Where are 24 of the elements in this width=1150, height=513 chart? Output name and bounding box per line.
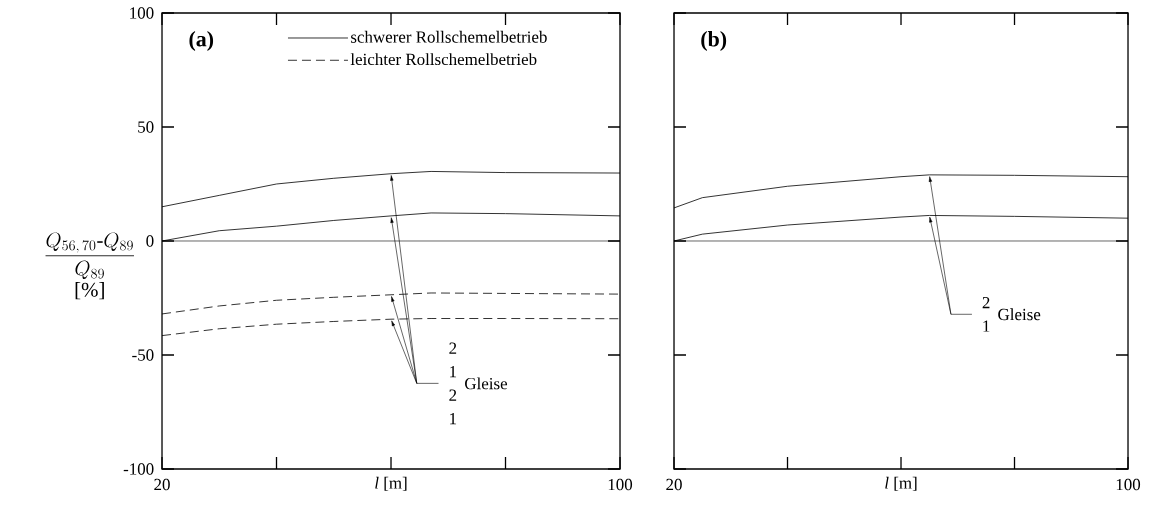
x-tick-label: 20 — [666, 478, 682, 491]
annotation: Gleise — [998, 308, 1041, 321]
x-axis-title: l [m] — [885, 476, 917, 491]
y-axis-title: $\begin{array}{c}\dfrac{Q_{56,\,70}\mbox{-}Q_{89}}{Q_{89}}\\ \mbox{[\%]}\end{array}$ — [45, 232, 134, 300]
x-tick-label: 20 — [154, 478, 170, 491]
text: (b) — [701, 31, 727, 51]
y-tick-label: 0 — [146, 235, 154, 247]
legend-label: schwerer Rollschemelbetrieb — [351, 30, 547, 43]
annotation: Gleise — [465, 377, 508, 390]
y-tick-label: -50 — [132, 349, 154, 361]
annotation: 1 — [450, 366, 457, 378]
x-tick-label: 100 — [608, 478, 633, 491]
annotation: 2 — [449, 342, 457, 354]
legend-label: leichter Rollschemelbetrieb — [350, 53, 537, 66]
annotation: 1 — [983, 320, 990, 332]
y-tick-label: 50 — [138, 121, 154, 133]
y-tick-label: -100 — [123, 463, 154, 475]
text: (a) — [189, 31, 214, 51]
annotation: 1 — [450, 413, 457, 425]
y-tick-label: 100 — [130, 7, 154, 19]
x-tick-label: 100 — [1116, 478, 1141, 491]
annotation: 2 — [982, 296, 990, 309]
x-axis-title: l [m] — [375, 476, 407, 491]
annotation: 2 — [449, 389, 457, 401]
